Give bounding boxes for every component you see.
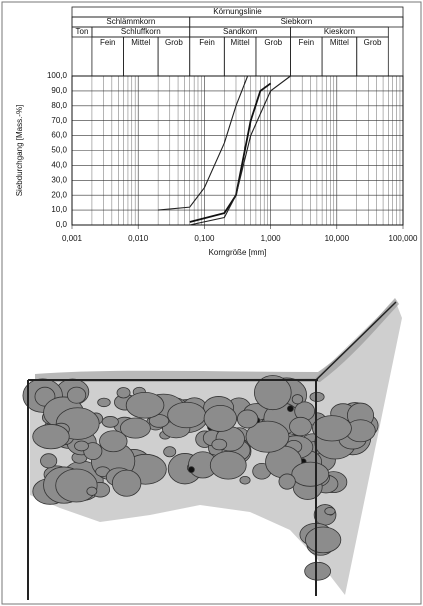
stone bbox=[290, 417, 312, 435]
stone bbox=[292, 395, 303, 404]
stone bbox=[56, 469, 97, 502]
stone bbox=[305, 562, 331, 580]
x-tick-label: 0,001 bbox=[62, 234, 83, 243]
stone bbox=[99, 431, 127, 452]
stone bbox=[33, 424, 70, 448]
header-label: Grob bbox=[364, 38, 382, 47]
chart: Körnungslinie Schlämmkorn Siebkorn Ton Schlu… bbox=[15, 7, 418, 257]
header-label: Ton bbox=[76, 27, 89, 36]
x-axis-label: Korngröße [mm] bbox=[209, 248, 267, 257]
stone bbox=[305, 527, 340, 553]
stone bbox=[212, 439, 227, 450]
x-tick-label: 1,000 bbox=[261, 234, 282, 243]
y-tick-label: 90,0 bbox=[51, 86, 67, 95]
y-tick-label: 100,0 bbox=[47, 71, 68, 80]
x-tick-label: 0,010 bbox=[128, 234, 149, 243]
stone bbox=[112, 470, 141, 496]
stone bbox=[102, 416, 118, 427]
header-title: Körnungslinie bbox=[213, 7, 262, 16]
stone bbox=[287, 406, 293, 412]
stone bbox=[237, 410, 257, 428]
header-label: Schlämmkorn bbox=[106, 17, 155, 26]
x-tick-label: 0,100 bbox=[194, 234, 215, 243]
header-label: Schluffkorn bbox=[121, 27, 161, 36]
header-label: Sandkorn bbox=[223, 27, 257, 36]
header-label: Kieskorn bbox=[324, 27, 355, 36]
grading-curve bbox=[190, 83, 271, 222]
y-tick-label: 30,0 bbox=[51, 175, 67, 184]
header-label: Fein bbox=[299, 38, 315, 47]
header-label: Mittel bbox=[231, 38, 250, 47]
stone bbox=[279, 474, 295, 489]
header-label: Fein bbox=[100, 38, 116, 47]
stone bbox=[98, 398, 111, 407]
stone bbox=[168, 402, 206, 428]
header-label: Grob bbox=[264, 38, 282, 47]
grading-curve bbox=[158, 76, 248, 210]
stone bbox=[310, 392, 324, 401]
soil-illustration bbox=[23, 298, 402, 600]
figure: Körnungslinie Schlämmkorn Siebkorn Ton Schlu… bbox=[0, 0, 423, 606]
header-label: Mittel bbox=[330, 38, 349, 47]
x-tick-label: 10,000 bbox=[325, 234, 350, 243]
stone bbox=[75, 441, 89, 451]
y-tick-label: 60,0 bbox=[51, 131, 67, 140]
stone bbox=[41, 454, 57, 468]
stone bbox=[204, 405, 237, 431]
y-tick-label: 40,0 bbox=[51, 161, 67, 170]
header-label: Mittel bbox=[131, 38, 150, 47]
y-tick-label: 70,0 bbox=[51, 116, 67, 125]
stone bbox=[117, 387, 130, 398]
stone bbox=[292, 462, 329, 486]
stone bbox=[87, 487, 97, 495]
stone bbox=[312, 416, 351, 441]
stone bbox=[188, 467, 194, 473]
x-tick-label: 100,000 bbox=[389, 234, 418, 243]
y-tick-label: 50,0 bbox=[51, 146, 67, 155]
stone bbox=[325, 507, 335, 514]
stone bbox=[126, 392, 164, 418]
stone bbox=[164, 447, 176, 457]
header-label: Siebkorn bbox=[281, 17, 313, 26]
y-tick-label: 80,0 bbox=[51, 101, 67, 110]
y-tick-label: 0,0 bbox=[56, 220, 68, 229]
stone bbox=[67, 387, 85, 403]
stone bbox=[240, 476, 250, 484]
header-label: Fein bbox=[199, 38, 215, 47]
header-label: Grob bbox=[165, 38, 183, 47]
y-tick-label: 10,0 bbox=[51, 205, 67, 214]
stone bbox=[210, 451, 246, 479]
y-tick-label: 20,0 bbox=[51, 190, 67, 199]
y-axis-label: Siebdurchgang [Mass.-%] bbox=[15, 105, 24, 197]
page: {"chart_data": { "type": "line", "title"… bbox=[0, 0, 423, 606]
